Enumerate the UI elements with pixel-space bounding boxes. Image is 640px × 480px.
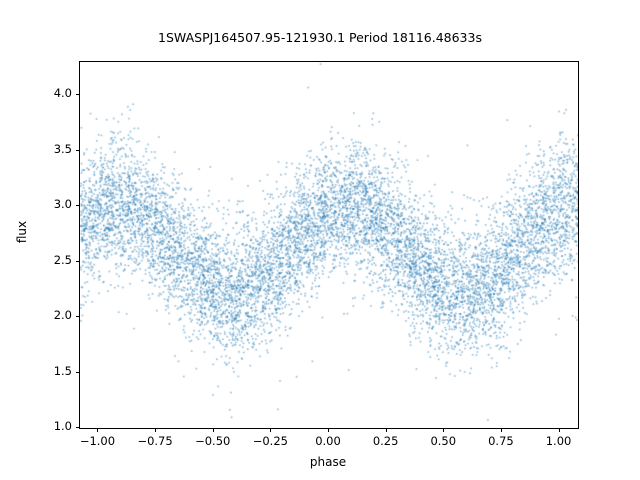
y-tick-mark — [75, 150, 79, 151]
y-tick-label: 2.0 — [53, 308, 72, 323]
x-tick-mark — [213, 428, 214, 432]
x-tick-label: 0.00 — [315, 434, 341, 448]
y-tick-mark — [75, 205, 79, 206]
x-tick-mark — [97, 428, 98, 432]
x-tick-label: 0.50 — [430, 434, 457, 448]
x-tick-mark — [501, 428, 502, 432]
x-tick-mark — [155, 428, 156, 432]
y-tick-mark — [75, 372, 79, 373]
x-axis-label: phase — [309, 455, 347, 469]
y-tick-mark — [75, 261, 79, 262]
y-tick-label: 2.5 — [53, 252, 72, 267]
y-tick-label: 1.5 — [53, 363, 72, 378]
x-tick-mark — [443, 428, 444, 432]
x-tick-label: 0.25 — [372, 434, 399, 448]
y-tick-label: 4.0 — [53, 86, 72, 101]
y-tick-mark — [75, 427, 79, 428]
x-tick-label: 1.00 — [545, 434, 572, 448]
x-tick-label: −0.75 — [137, 434, 173, 448]
x-tick-mark — [270, 428, 271, 432]
y-tick-label: 3.0 — [53, 197, 72, 212]
scatter-plot-points — [80, 62, 578, 428]
y-tick-label: 3.5 — [53, 141, 72, 156]
plot-axes — [79, 61, 579, 429]
y-tick-mark — [75, 316, 79, 317]
x-tick-label: −1.00 — [79, 434, 116, 448]
y-tick-label: 1.0 — [53, 419, 72, 433]
x-tick-mark — [328, 428, 329, 432]
y-tick-mark — [75, 94, 79, 95]
x-tick-label: −0.50 — [195, 434, 231, 448]
x-tick-label: −0.25 — [252, 434, 288, 448]
x-tick-mark — [559, 428, 560, 432]
x-tick-label: 0.75 — [488, 434, 514, 448]
x-tick-mark — [386, 428, 387, 432]
chart-title: 1SWASPJ164507.95-121930.1 Period 18116.4… — [158, 30, 482, 45]
y-axis-label: flux — [15, 220, 29, 244]
